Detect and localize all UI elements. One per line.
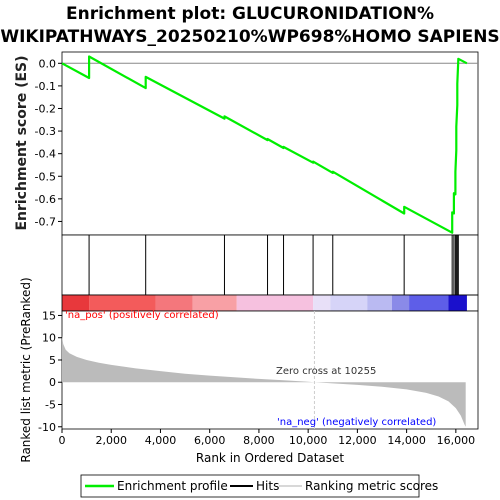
ranked-y-tick-label: 10 (42, 332, 56, 345)
es-y-tick-label: -0.3 (35, 125, 56, 138)
colorbar-segment (89, 295, 156, 311)
colorbar-segment (391, 295, 410, 311)
es-y-tick-label: -0.6 (35, 193, 56, 206)
colorbar-segment (155, 295, 193, 311)
x-tick-label: 16,000 (437, 434, 476, 447)
es-y-tick-label: -0.4 (35, 148, 56, 161)
ranked-metric-panel: 'na_pos' (positively correlated) 'na_neg… (19, 277, 479, 465)
x-tick-label: 8,000 (243, 434, 275, 447)
x-tick-label: 0 (59, 434, 66, 447)
ranked-y-tick-label: 5 (49, 354, 56, 367)
hit-markers (88, 235, 459, 295)
ranked-y-tick-label: 15 (42, 309, 56, 322)
x-axis-label: Rank in Ordered Dataset (196, 451, 344, 465)
ranked-y-tick-label: -10 (38, 421, 56, 434)
positive-correlation-label: 'na_pos' (positively correlated) (65, 310, 219, 321)
colorbar-segment (313, 295, 331, 311)
chart-title-line1: Enrichment plot: GLUCURONIDATION% (66, 4, 434, 24)
colorbar-segment (367, 295, 392, 311)
ranked-y-tick-label: 0 (49, 376, 56, 389)
es-y-tick-label: -0.2 (35, 102, 56, 115)
colorbar-segment (236, 295, 314, 311)
es-y-tick-label: -0.7 (35, 215, 56, 228)
legend-es-label: Enrichment profile (117, 479, 228, 493)
es-y-tick-label: 0.0 (39, 57, 57, 70)
hits-panel (61, 234, 479, 296)
x-tick-label: 12,000 (338, 434, 377, 447)
es-y-tick-label: -0.5 (35, 170, 56, 183)
x-tick-label: 14,000 (387, 434, 426, 447)
x-tick-label: 2,000 (95, 434, 127, 447)
negative-correlation-label: 'na_neg' (negatively correlated) (277, 417, 436, 428)
ranked-y-tick-label: -5 (45, 399, 56, 412)
ranked-x-ticks: 0 2,000 4,000 6,000 8,000 10,000 12,000 14,000 1… (59, 429, 476, 447)
ranking-colorbar (62, 295, 467, 311)
colorbar-segment (62, 295, 90, 311)
colorbar-segment (330, 295, 368, 311)
ranked-y-ticks: 15 10 5 0 -5 -10 (38, 309, 62, 434)
x-tick-label: 6,000 (194, 434, 226, 447)
legend-metric-label: Ranking metric scores (305, 479, 438, 493)
ranked-y-axis-label: Ranked list metric (PreRanked) (19, 277, 33, 462)
x-tick-label: 10,000 (289, 434, 328, 447)
colorbar-segment (409, 295, 449, 311)
zero-cross-label: Zero cross at 10255 (276, 366, 376, 377)
legend: Enrichment profile Hits Ranking metric s… (80, 474, 438, 498)
x-tick-label: 4,000 (145, 434, 177, 447)
es-y-ticks: 0.0 -0.1 -0.2 -0.3 -0.4 -0.5 -0.6 -0.7 (35, 57, 62, 228)
legend-hits-label: Hits (256, 479, 279, 493)
enrichment-profile-line (61, 55, 468, 234)
es-y-tick-label: -0.1 (35, 80, 56, 93)
hits-panel-frame (61, 234, 479, 296)
ranking-metric-area (62, 335, 466, 427)
colorbar-segment (192, 295, 237, 311)
colorbar-segment (448, 295, 467, 311)
es-y-axis-label: Enrichment score (ES) (14, 55, 30, 230)
es-panel-frame (61, 51, 479, 236)
chart-title-line2: WIKIPATHWAYS_20250210%WP698%HOMO SAPIENS (0, 27, 499, 47)
es-panel: 0.0 -0.1 -0.2 -0.3 -0.4 -0.5 -0.6 -0.7 Enrichme… (14, 51, 479, 236)
